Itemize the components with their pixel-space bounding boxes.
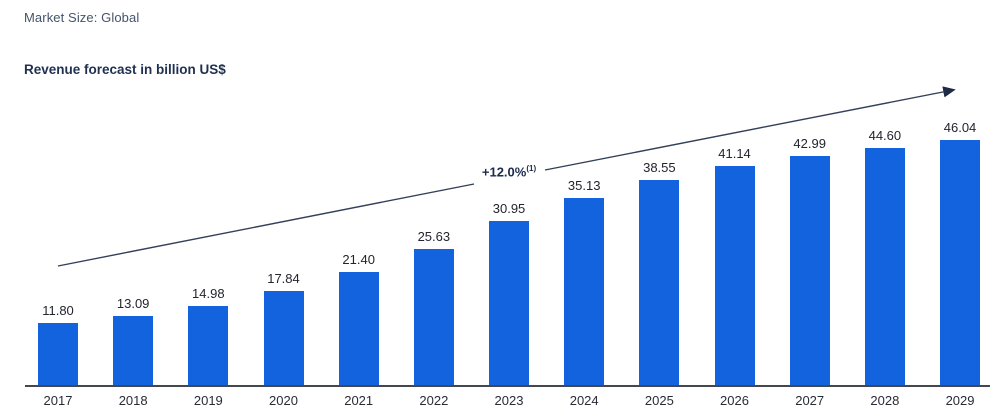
x-axis-tick-label: 2024: [569, 393, 599, 408]
bar-value-label: 25.63: [417, 229, 451, 244]
bar-value-label: 17.84: [267, 271, 300, 286]
bar: [864, 148, 905, 386]
bar-value-label: 11.80: [42, 303, 74, 318]
x-axis-tick-label: 2018: [118, 393, 148, 408]
x-axis-tick-label: 2019: [193, 393, 223, 408]
cagr-annotation: +12.0%(1): [482, 164, 536, 179]
bar: [263, 291, 304, 386]
bar-value-label: 14.98: [192, 286, 225, 301]
bar: [639, 180, 680, 386]
bar: [413, 249, 454, 386]
bar-value-label: 46.04: [943, 120, 977, 135]
bar-value-label: 35.13: [567, 178, 601, 193]
bar-value-label: 42.99: [793, 136, 826, 151]
x-axis-line: [25, 385, 990, 387]
bar: [789, 156, 830, 386]
bar-value-label: 41.14: [718, 146, 751, 161]
bar-value-label: 38.55: [643, 160, 676, 175]
cagr-footnote-marker: (1): [526, 164, 537, 173]
x-axis-tick-label: 2026: [720, 393, 749, 408]
x-axis-tick-label: 2025: [644, 393, 674, 408]
trend-line-left-segment: [57, 183, 475, 267]
x-axis-tick-label: 2020: [269, 393, 298, 408]
x-axis-tick-label: 2022: [419, 393, 449, 408]
bar: [489, 221, 530, 386]
x-axis-tick-label: 2027: [795, 393, 825, 408]
bar: [564, 198, 605, 386]
x-axis-tick-label: 2029: [945, 393, 975, 408]
bar: [38, 323, 78, 386]
x-axis-tick-label: 2023: [494, 393, 524, 408]
bar-value-label: 30.95: [492, 201, 526, 216]
chart-title: Revenue forecast in billion US$: [24, 62, 226, 77]
bar-value-label: 21.40: [342, 252, 375, 267]
bar: [188, 306, 229, 386]
cagr-value: +12.0%: [481, 164, 527, 180]
bar-value-label: 13.09: [116, 296, 150, 311]
bar: [338, 272, 379, 386]
x-axis-tick-label: 2021: [344, 393, 374, 408]
market-size-label: Market Size: Global: [24, 10, 140, 25]
x-axis-tick-label: 2017: [43, 393, 73, 408]
bar: [714, 166, 755, 386]
bar: [113, 316, 154, 386]
x-axis-tick-label: 2028: [870, 393, 900, 408]
bar-value-label: 44.60: [868, 128, 902, 143]
bar: [940, 140, 981, 386]
